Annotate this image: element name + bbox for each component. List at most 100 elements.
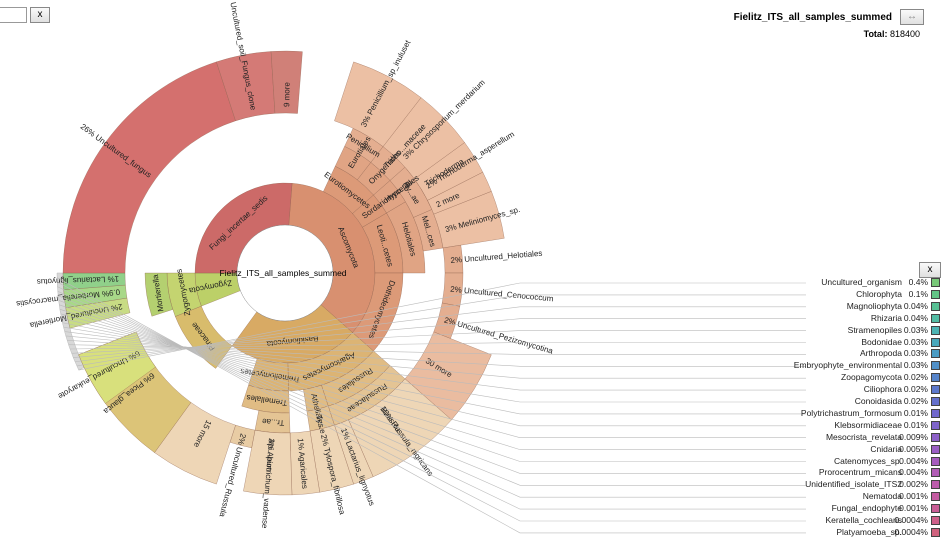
total-value: 818400 (889, 29, 920, 39)
legend-item-zoopagomycota[interactable]: Zoopagomycota 0.02% (700, 372, 942, 383)
label-ty-e: Ty...e (314, 414, 327, 435)
legend-leader-line (73, 318, 806, 358)
legend-item-name: Keratella_cochlearis (825, 515, 902, 525)
legend-leader-line (70, 342, 806, 350)
legend-item-conoidasida[interactable]: Conoidasida 0.02% (700, 396, 942, 407)
legend-item-pct: 0.04% (903, 300, 928, 311)
legend-item-name: Bodonidae (861, 336, 902, 347)
legend-swatch (931, 313, 940, 323)
label-tr-ae: Tr...ae (261, 417, 285, 428)
legend-item-unidentified-isolate-its2[interactable]: Unidentified_isolate_ITS2 0.002% (700, 479, 942, 490)
legend-item-polytrichastrum-formosum[interactable]: Polytrichastrum_formosum 0.01% (700, 408, 942, 419)
legend-item-bodonidae[interactable]: Bodonidae 0.03% (700, 337, 942, 348)
legend-item-name: Embryophyte_environmental (793, 360, 902, 371)
label-lactarius-lignyotus: 1% Lactarius_lignyotus (37, 274, 120, 286)
collapse-toggle-button[interactable]: ↔ (900, 9, 924, 25)
legend-item-prorocentrum-micans[interactable]: Prorocentrum_micans 0.004% (700, 467, 942, 478)
legend-item-pct: 0.04% (903, 312, 928, 323)
legend-swatch (931, 492, 940, 502)
legend-swatch (931, 408, 940, 418)
legend-leader-line (67, 340, 806, 367)
segment-penicillium-sp-inuluset[interactable] (334, 61, 422, 147)
legend-item-chlorophyta[interactable]: Chlorophyta 0.1% (700, 289, 942, 300)
legend-leader-line (60, 313, 806, 439)
legend-item-name: Klebsormidiaceae (834, 419, 902, 430)
legend-leader-line (61, 317, 806, 427)
legend-item-pct: 0.1% (908, 288, 928, 299)
legend-item-catenomyces-sp[interactable]: Catenomyces_sp. 0.004% (700, 456, 942, 467)
legend-item-uncultured-organism[interactable]: Uncultured_organism 0.4% (700, 277, 942, 288)
legend-leader-line (58, 295, 806, 486)
legend-item-arthropoda[interactable]: Arthropoda 0.03% (700, 348, 942, 359)
legend-item-pct: 0.03% (903, 336, 928, 347)
segment-mortierella[interactable] (144, 272, 174, 317)
legend-item-pct: 0.001% (899, 491, 928, 502)
legend-item-platyamoeba-sp[interactable]: Platyamoeba_sp. 0.0004% (700, 527, 942, 538)
search-close-button[interactable]: x (30, 7, 50, 23)
legend-item-name: Conoidasida (854, 396, 902, 406)
legend-item-nematoda[interactable]: Nematoda 0.001% (700, 491, 942, 502)
legend-item-name: Unidentified_isolate_ITS2 (805, 479, 902, 490)
legend-item-pct: 0.02% (903, 372, 928, 383)
legend-item-pct: 0.0004% (894, 515, 928, 525)
legend-item-name: Zoopagomycota (841, 372, 902, 383)
total-readout: Total: 818400 (864, 29, 920, 39)
legend-item-name: Catenomyces_sp. (833, 455, 902, 466)
legend-swatch (931, 337, 940, 347)
legend-leader-line (76, 294, 806, 367)
legend-item-name: Platyamoeba_sp. (836, 526, 902, 537)
legend-item-pct: 0.009% (899, 431, 928, 442)
center-label: Fielitz_ITS_all_samples_summed (219, 268, 346, 278)
legend-swatch (931, 432, 940, 442)
segment-2-more[interactable] (427, 171, 492, 215)
legend-item-embryophyte-environmental[interactable]: Embryophyte_environmental 0.03% (700, 360, 942, 371)
legend-leader-line (57, 290, 806, 498)
legend-item-magnoliophyta[interactable]: Magnoliophyta 0.04% (700, 301, 942, 312)
legend-item-pct: 0.03% (903, 360, 928, 371)
legend-item-pct: 0.004% (899, 455, 928, 466)
legend-swatch (931, 373, 940, 383)
label-uncultured-helotiales: 2% Uncultured_Helotiales (450, 249, 542, 265)
legend-swatch (931, 468, 940, 478)
legend-item-pct: 0.005% (899, 443, 928, 454)
legend-swatch (931, 456, 940, 466)
legend-item-ciliophora[interactable]: Ciliophora 0.02% (700, 384, 942, 395)
legend-item-pct: 0.02% (903, 384, 928, 395)
legend-item-cnidaria[interactable]: Cnidaria 0.005% (700, 444, 942, 455)
legend-item-name: Arthropoda (859, 348, 902, 359)
legend-item-name: Rhizaria (870, 312, 902, 323)
legend-item-klebsormidiaceae[interactable]: Klebsormidiaceae 0.01% (700, 420, 942, 431)
legend-swatch (931, 361, 940, 371)
legend-item-name: Fungal_endophyte (831, 503, 902, 514)
legend-swatch (931, 527, 940, 537)
legend-item-pct: 0.002% (899, 479, 928, 490)
legend-item-pct: 0.03% (903, 348, 928, 359)
legend-leader-line (56, 277, 806, 534)
legend-item-mesocrista-revelata[interactable]: Mesocrista_revelata 0.009% (700, 432, 942, 443)
legend-leader-line (57, 286, 806, 510)
legend-item-name: Cnidaria (870, 443, 902, 454)
legend-item-rhizaria[interactable]: Rhizaria 0.04% (700, 313, 942, 324)
segment-chrysosporium-merdarium[interactable] (382, 97, 465, 180)
legend-close-button[interactable]: x (919, 262, 941, 278)
legend-swatch (931, 516, 940, 525)
legend-item-fungal-endophyte[interactable]: Fungal_endophyte 0.001% (700, 503, 942, 514)
legend-item-name: Uncultured_organism (821, 277, 902, 287)
legend-swatch (931, 444, 940, 454)
legend-swatch (931, 397, 940, 406)
segment-9-more[interactable] (270, 50, 303, 114)
legend-leader-line (74, 306, 806, 363)
legend-item-stramenopiles[interactable]: Stramenopiles 0.03% (700, 325, 942, 336)
legend-swatch (931, 349, 940, 359)
search-input[interactable] (0, 7, 27, 23)
legend-item-pct: 0.001% (899, 503, 928, 514)
legend-item-pct: 0.4% (908, 277, 928, 287)
legend-item-keratella-cochlearis[interactable]: Keratella_cochlearis 0.0004% (700, 515, 942, 526)
legend-swatch (931, 504, 940, 514)
total-label: Total: (863, 29, 888, 39)
center-hole[interactable] (236, 224, 334, 322)
legend-item-name: Magnoliophyta (846, 300, 902, 311)
legend-swatch (931, 301, 940, 311)
legend-item-pct: 0.01% (903, 407, 928, 418)
